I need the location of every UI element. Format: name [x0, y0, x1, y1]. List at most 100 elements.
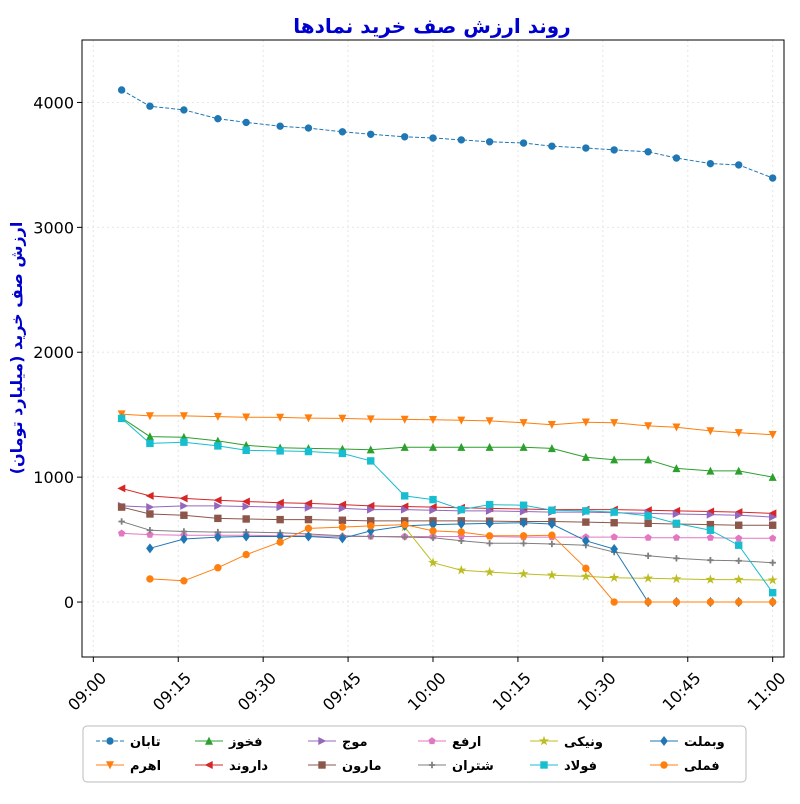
data-point [304, 503, 313, 512]
legend-label: شتران [452, 759, 494, 774]
legend-label: فولاد [564, 759, 597, 774]
data-point [214, 501, 223, 510]
legend-item: فخوز [195, 735, 263, 750]
data-point [672, 509, 681, 518]
data-point [204, 760, 213, 770]
series-line [121, 532, 773, 539]
data-point [547, 420, 556, 430]
data-point [367, 505, 376, 514]
series-9 [117, 414, 777, 597]
data-point [304, 515, 313, 524]
data-point [428, 442, 438, 451]
data-point [548, 540, 556, 548]
series-line [121, 505, 773, 518]
data-point [548, 531, 556, 539]
data-point [672, 154, 681, 162]
data-point [644, 533, 652, 541]
data-point [734, 429, 743, 438]
data-point [672, 464, 681, 473]
series-line [121, 418, 774, 593]
data-point [214, 114, 222, 123]
data-point [610, 533, 618, 541]
data-point [180, 577, 188, 585]
data-point [548, 506, 556, 514]
data-point [644, 598, 652, 606]
data-point [548, 518, 556, 530]
data-point [146, 102, 154, 110]
data-point [146, 543, 154, 554]
data-point [519, 501, 528, 509]
data-point [146, 530, 154, 538]
data-point [610, 543, 618, 554]
legend-item: فولاد [530, 759, 597, 774]
data-point [180, 528, 188, 535]
data-point [213, 496, 222, 505]
data-point [457, 416, 466, 425]
series-layer [117, 86, 778, 608]
series-3 [117, 484, 777, 518]
legend-item: شتران [418, 759, 494, 774]
data-point [429, 134, 437, 142]
data-point [458, 537, 465, 545]
data-point [580, 571, 591, 581]
data-point [214, 442, 222, 450]
data-point [180, 501, 189, 510]
legend-item: وبملت [650, 735, 725, 750]
data-point [735, 161, 743, 169]
data-point [672, 598, 681, 606]
data-point [643, 573, 654, 583]
legend-item: اهرم [96, 759, 161, 774]
data-point [735, 534, 743, 542]
data-point [304, 124, 313, 132]
series-line [121, 521, 773, 564]
data-point [706, 510, 715, 519]
data-point [428, 737, 436, 745]
data-point [610, 455, 619, 464]
data-point [146, 503, 155, 512]
data-point [366, 445, 375, 454]
data-point [769, 534, 777, 542]
data-point [338, 414, 347, 423]
data-point [734, 466, 743, 475]
data-point [610, 508, 618, 516]
chart-title: روند ارزش صف خرید نمادها [293, 14, 570, 38]
data-point [366, 525, 375, 536]
series-line [121, 506, 773, 526]
x-tick-label: 09:30 [234, 668, 280, 714]
data-point [519, 507, 528, 516]
data-point [735, 557, 742, 565]
data-point [519, 419, 528, 428]
legend-item: مارون [308, 759, 382, 774]
data-point [117, 484, 126, 493]
data-point [367, 522, 375, 530]
y-tick-label: 4000 [33, 93, 74, 112]
y-tick-label: 1000 [33, 468, 74, 487]
data-point [644, 519, 652, 528]
x-tick-label: 10:15 [489, 668, 535, 714]
data-point [485, 138, 494, 146]
data-point [519, 532, 528, 540]
legend-item: ارفع [418, 735, 481, 750]
data-point [644, 148, 652, 156]
data-point [304, 447, 313, 456]
x-tick-label: 10:30 [574, 668, 620, 714]
data-point [429, 534, 437, 541]
data-point [582, 535, 590, 546]
legend-label: مارون [342, 759, 382, 774]
data-point [117, 414, 126, 423]
x-tick-label: 09:15 [149, 668, 195, 714]
data-point [735, 541, 743, 549]
data-point [519, 139, 528, 147]
data-point [540, 761, 548, 769]
data-point [485, 417, 494, 426]
data-point [117, 529, 126, 537]
data-point [485, 506, 494, 515]
data-point [768, 430, 777, 439]
series-8 [399, 521, 778, 585]
y-tick-label: 0 [64, 593, 74, 612]
data-point [518, 568, 529, 579]
data-point [118, 518, 125, 525]
series-line [121, 413, 773, 436]
data-point [733, 574, 744, 584]
data-point [706, 526, 715, 534]
